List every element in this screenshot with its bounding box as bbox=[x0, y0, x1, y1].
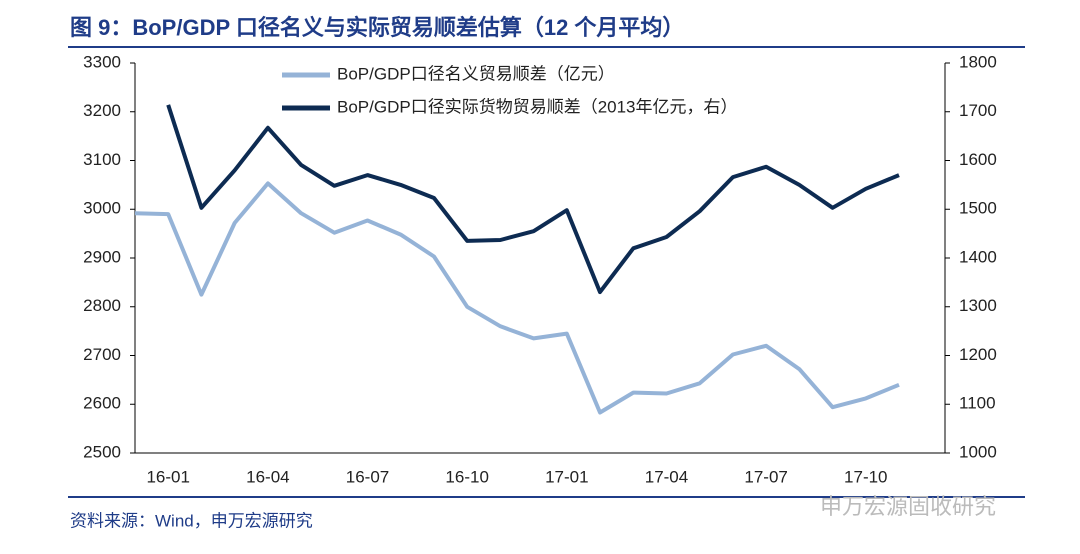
x-tick-label: 16-10 bbox=[445, 467, 488, 486]
y2-tick-label: 1400 bbox=[959, 247, 997, 266]
source: 资料来源：Wind，申万宏源研究 bbox=[70, 511, 313, 530]
y2-tick-label: 1100 bbox=[959, 394, 996, 413]
y-tick-label: 3200 bbox=[83, 101, 121, 120]
legend-label: BoP/GDP口径名义贸易顺差（亿元） bbox=[337, 64, 615, 83]
y-tick-label: 2800 bbox=[83, 296, 121, 315]
y2-tick-label: 1600 bbox=[959, 150, 997, 169]
series-line bbox=[134, 181, 900, 415]
y-tick-label: 2900 bbox=[83, 247, 121, 266]
series-line bbox=[166, 104, 900, 295]
x-tick-label: 17-07 bbox=[744, 467, 787, 486]
y-tick-label: 3300 bbox=[83, 52, 121, 71]
y-tick-label: 2600 bbox=[83, 394, 121, 413]
y2-tick-label: 1200 bbox=[959, 345, 997, 364]
legend-label: BoP/GDP口径实际货物贸易顺差（2013年亿元，右） bbox=[337, 97, 738, 116]
y-tick-label: 2500 bbox=[83, 442, 121, 461]
x-tick-label: 17-10 bbox=[844, 467, 887, 486]
y-tick-label: 3100 bbox=[83, 150, 121, 169]
y2-tick-label: 1700 bbox=[959, 101, 997, 120]
y2-tick-label: 1800 bbox=[959, 52, 997, 71]
y2-tick-label: 1000 bbox=[959, 442, 997, 461]
x-tick-label: 16-01 bbox=[146, 467, 189, 486]
x-tick-label: 17-01 bbox=[545, 467, 588, 486]
y-tick-label: 2700 bbox=[83, 345, 121, 364]
watermark: 申万宏源固收研究 bbox=[820, 494, 996, 519]
chart-title: 图 9：BoP/GDP 口径名义与实际贸易顺差估算（12 个月平均） bbox=[70, 15, 684, 40]
x-tick-label: 16-04 bbox=[246, 467, 289, 486]
y2-tick-label: 1500 bbox=[959, 199, 997, 218]
y2-tick-label: 1300 bbox=[959, 296, 997, 315]
y-tick-label: 3000 bbox=[83, 199, 121, 218]
x-tick-label: 16-07 bbox=[346, 467, 389, 486]
x-tick-label: 17-04 bbox=[645, 467, 688, 486]
